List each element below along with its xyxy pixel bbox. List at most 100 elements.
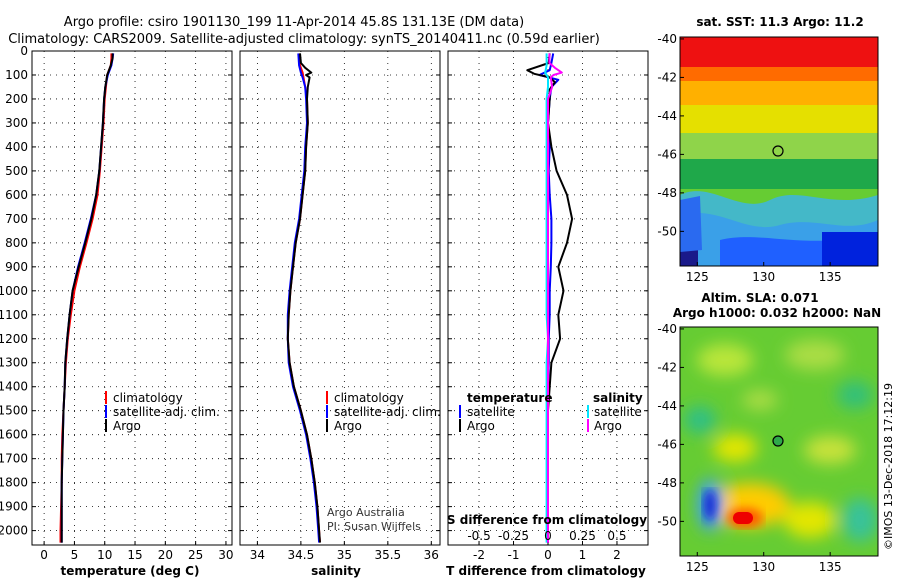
- legend-label-temp-satellite: satellite: [467, 405, 515, 419]
- sst-map-title: sat. SST: 11.3 Argo: 11.2: [696, 15, 863, 29]
- x-tick-label: 36: [424, 548, 439, 562]
- salinity-series: [286, 53, 321, 543]
- lat-tick-label: -50: [657, 514, 677, 528]
- argo-float-marker: [772, 435, 784, 447]
- lat-tick-label: -48: [657, 186, 677, 200]
- legend-label-sal-satellite: satellite: [594, 405, 642, 419]
- salinity-profile-panel: 34 34.5 35 35.5 36 salinity climatology sate…: [239, 50, 441, 578]
- lat-tick-label: -42: [657, 360, 677, 374]
- s-difference-tick-labels: -0.5 -0.25 0 0.25 0.5: [467, 529, 626, 543]
- figure-title-line2: Climatology: CARS2009. Satellite-adjuste…: [8, 32, 600, 47]
- lat-tick-label: -40: [657, 32, 677, 46]
- depth-tick-label: 700: [5, 212, 28, 226]
- lat-tick-label: -40: [657, 322, 677, 336]
- series-line: [547, 53, 563, 543]
- depth-tick-label: 400: [5, 140, 28, 154]
- s-tick-label: -0.25: [498, 529, 529, 543]
- sst-map-lon-axis: 125 130 135: [686, 262, 842, 284]
- depth-axis: 0 100 200 300 400 500 600 700 800 900 1000 1100 1200…: [0, 44, 28, 538]
- legend-header-temperature: temperature: [467, 391, 552, 405]
- x-tick-label: -2: [473, 548, 485, 562]
- x-tick-label: 34.5: [288, 548, 315, 562]
- legend-label-satellite-adj: satellite-adj. clim.: [334, 405, 441, 419]
- depth-tick-label: 800: [5, 236, 28, 250]
- series-line: [544, 53, 549, 543]
- t-difference-x-label: T difference from climatology: [446, 564, 646, 578]
- depth-tick-label: 100: [5, 68, 28, 82]
- temperature-profile-panel: 0100200300400500600700800900100011001200…: [0, 44, 234, 578]
- depth-tick-label: 2000: [0, 524, 28, 538]
- x-tick-label: 2: [613, 548, 621, 562]
- salinity-grid: [240, 50, 440, 545]
- lon-tick-label: 135: [819, 270, 842, 284]
- x-tick-label: 25: [188, 548, 203, 562]
- depth-tick-label: 1000: [0, 284, 28, 298]
- x-tick-label: 35.5: [374, 548, 401, 562]
- legend-label-argo: Argo: [113, 419, 141, 433]
- series-line: [286, 53, 321, 543]
- imos-watermark: ©IMOS 13-Dec-2018 17:12:19: [882, 383, 895, 550]
- depth-tick-label: 300: [5, 116, 28, 130]
- legend-label-temp-argo: Argo: [467, 419, 495, 433]
- lat-tick-label: -44: [657, 399, 677, 413]
- lat-tick-label: -46: [657, 147, 677, 161]
- difference-legend: temperature salinity satellite Argo sate…: [459, 391, 643, 433]
- depth-tick-label: 0: [20, 44, 28, 58]
- x-tick-label: 0: [40, 548, 48, 562]
- salinity-plot-frame: [239, 50, 441, 546]
- sst-map-panel: sat. SST: 11.3 Argo: 11.2 -40-42-44-46-4…: [657, 15, 879, 284]
- depth-tick-label: 1300: [0, 356, 28, 370]
- temperature-legend: climatology satellite-adj. clim. Argo: [105, 391, 220, 433]
- legend-label-sal-argo: Argo: [594, 419, 622, 433]
- depth-tick-label: 1400: [0, 380, 28, 394]
- sla-map-title: Altim. SLA: 0.071: [701, 291, 818, 305]
- x-tick-label: 15: [127, 548, 142, 562]
- depth-tick-label: 1900: [0, 500, 28, 514]
- lat-tick-label: -42: [657, 70, 677, 84]
- temperature-x-label: temperature (deg C): [61, 564, 200, 578]
- legend-label-climatology: climatology: [113, 391, 183, 405]
- depth-tick-label: 1600: [0, 428, 28, 442]
- x-tick-label: 30: [218, 548, 233, 562]
- depth-tick-label: 500: [5, 164, 28, 178]
- lon-tick-label: 130: [752, 270, 775, 284]
- s-tick-label: 0.25: [569, 529, 596, 543]
- t-difference-x-axis: -2 -1 0 1 2: [473, 548, 621, 562]
- depth-tick-label: 1100: [0, 308, 28, 322]
- legend-header-salinity: salinity: [593, 391, 643, 405]
- x-tick-label: 20: [158, 548, 173, 562]
- sst-map-lat-axis: -40 -42 -44 -46 -48 -50: [657, 32, 684, 238]
- depth-tick-label: 1500: [0, 404, 28, 418]
- s-tick-label: -0.5: [467, 529, 490, 543]
- difference-profile-panel: -2 -1 0 1 2 T difference from climatology S …: [446, 50, 649, 578]
- x-tick-label: 5: [71, 548, 79, 562]
- legend-label-climatology: climatology: [334, 391, 404, 405]
- temperature-x-axis: 0 5 10 15 20 25 30: [40, 548, 233, 562]
- depth-tick-label: 1200: [0, 332, 28, 346]
- lon-tick-label: 125: [686, 270, 709, 284]
- sst-map-image: [680, 37, 878, 266]
- s-difference-axis-label: S difference from climatology: [447, 513, 647, 527]
- argo-float-marker: [772, 145, 784, 157]
- difference-series: [526, 53, 574, 543]
- x-tick-label: 0: [544, 548, 552, 562]
- lon-tick-label: 125: [686, 560, 709, 574]
- lat-tick-label: -46: [657, 437, 677, 451]
- x-tick-label: 10: [97, 548, 112, 562]
- lat-tick-label: -50: [657, 224, 677, 238]
- pi-annotation: PI: Susan Wijffels: [327, 520, 421, 533]
- temperature-series: [59, 53, 115, 543]
- institution-annotation: Argo Australia: [327, 506, 405, 519]
- depth-tick-label: 200: [5, 92, 28, 106]
- sla-map-image: [680, 327, 878, 556]
- lat-tick-label: -48: [657, 476, 677, 490]
- series-line: [60, 53, 114, 543]
- legend-label-argo: Argo: [334, 419, 362, 433]
- lon-tick-label: 135: [819, 560, 842, 574]
- sla-map-subtitle: Argo h1000: 0.032 h2000: NaN: [673, 306, 881, 320]
- x-tick-label: 1: [579, 548, 587, 562]
- depth-tick-label: 600: [5, 188, 28, 202]
- sla-map-lon-axis: 125 130 135: [686, 552, 842, 574]
- lon-tick-label: 130: [752, 560, 775, 574]
- salinity-x-label: salinity: [311, 564, 361, 578]
